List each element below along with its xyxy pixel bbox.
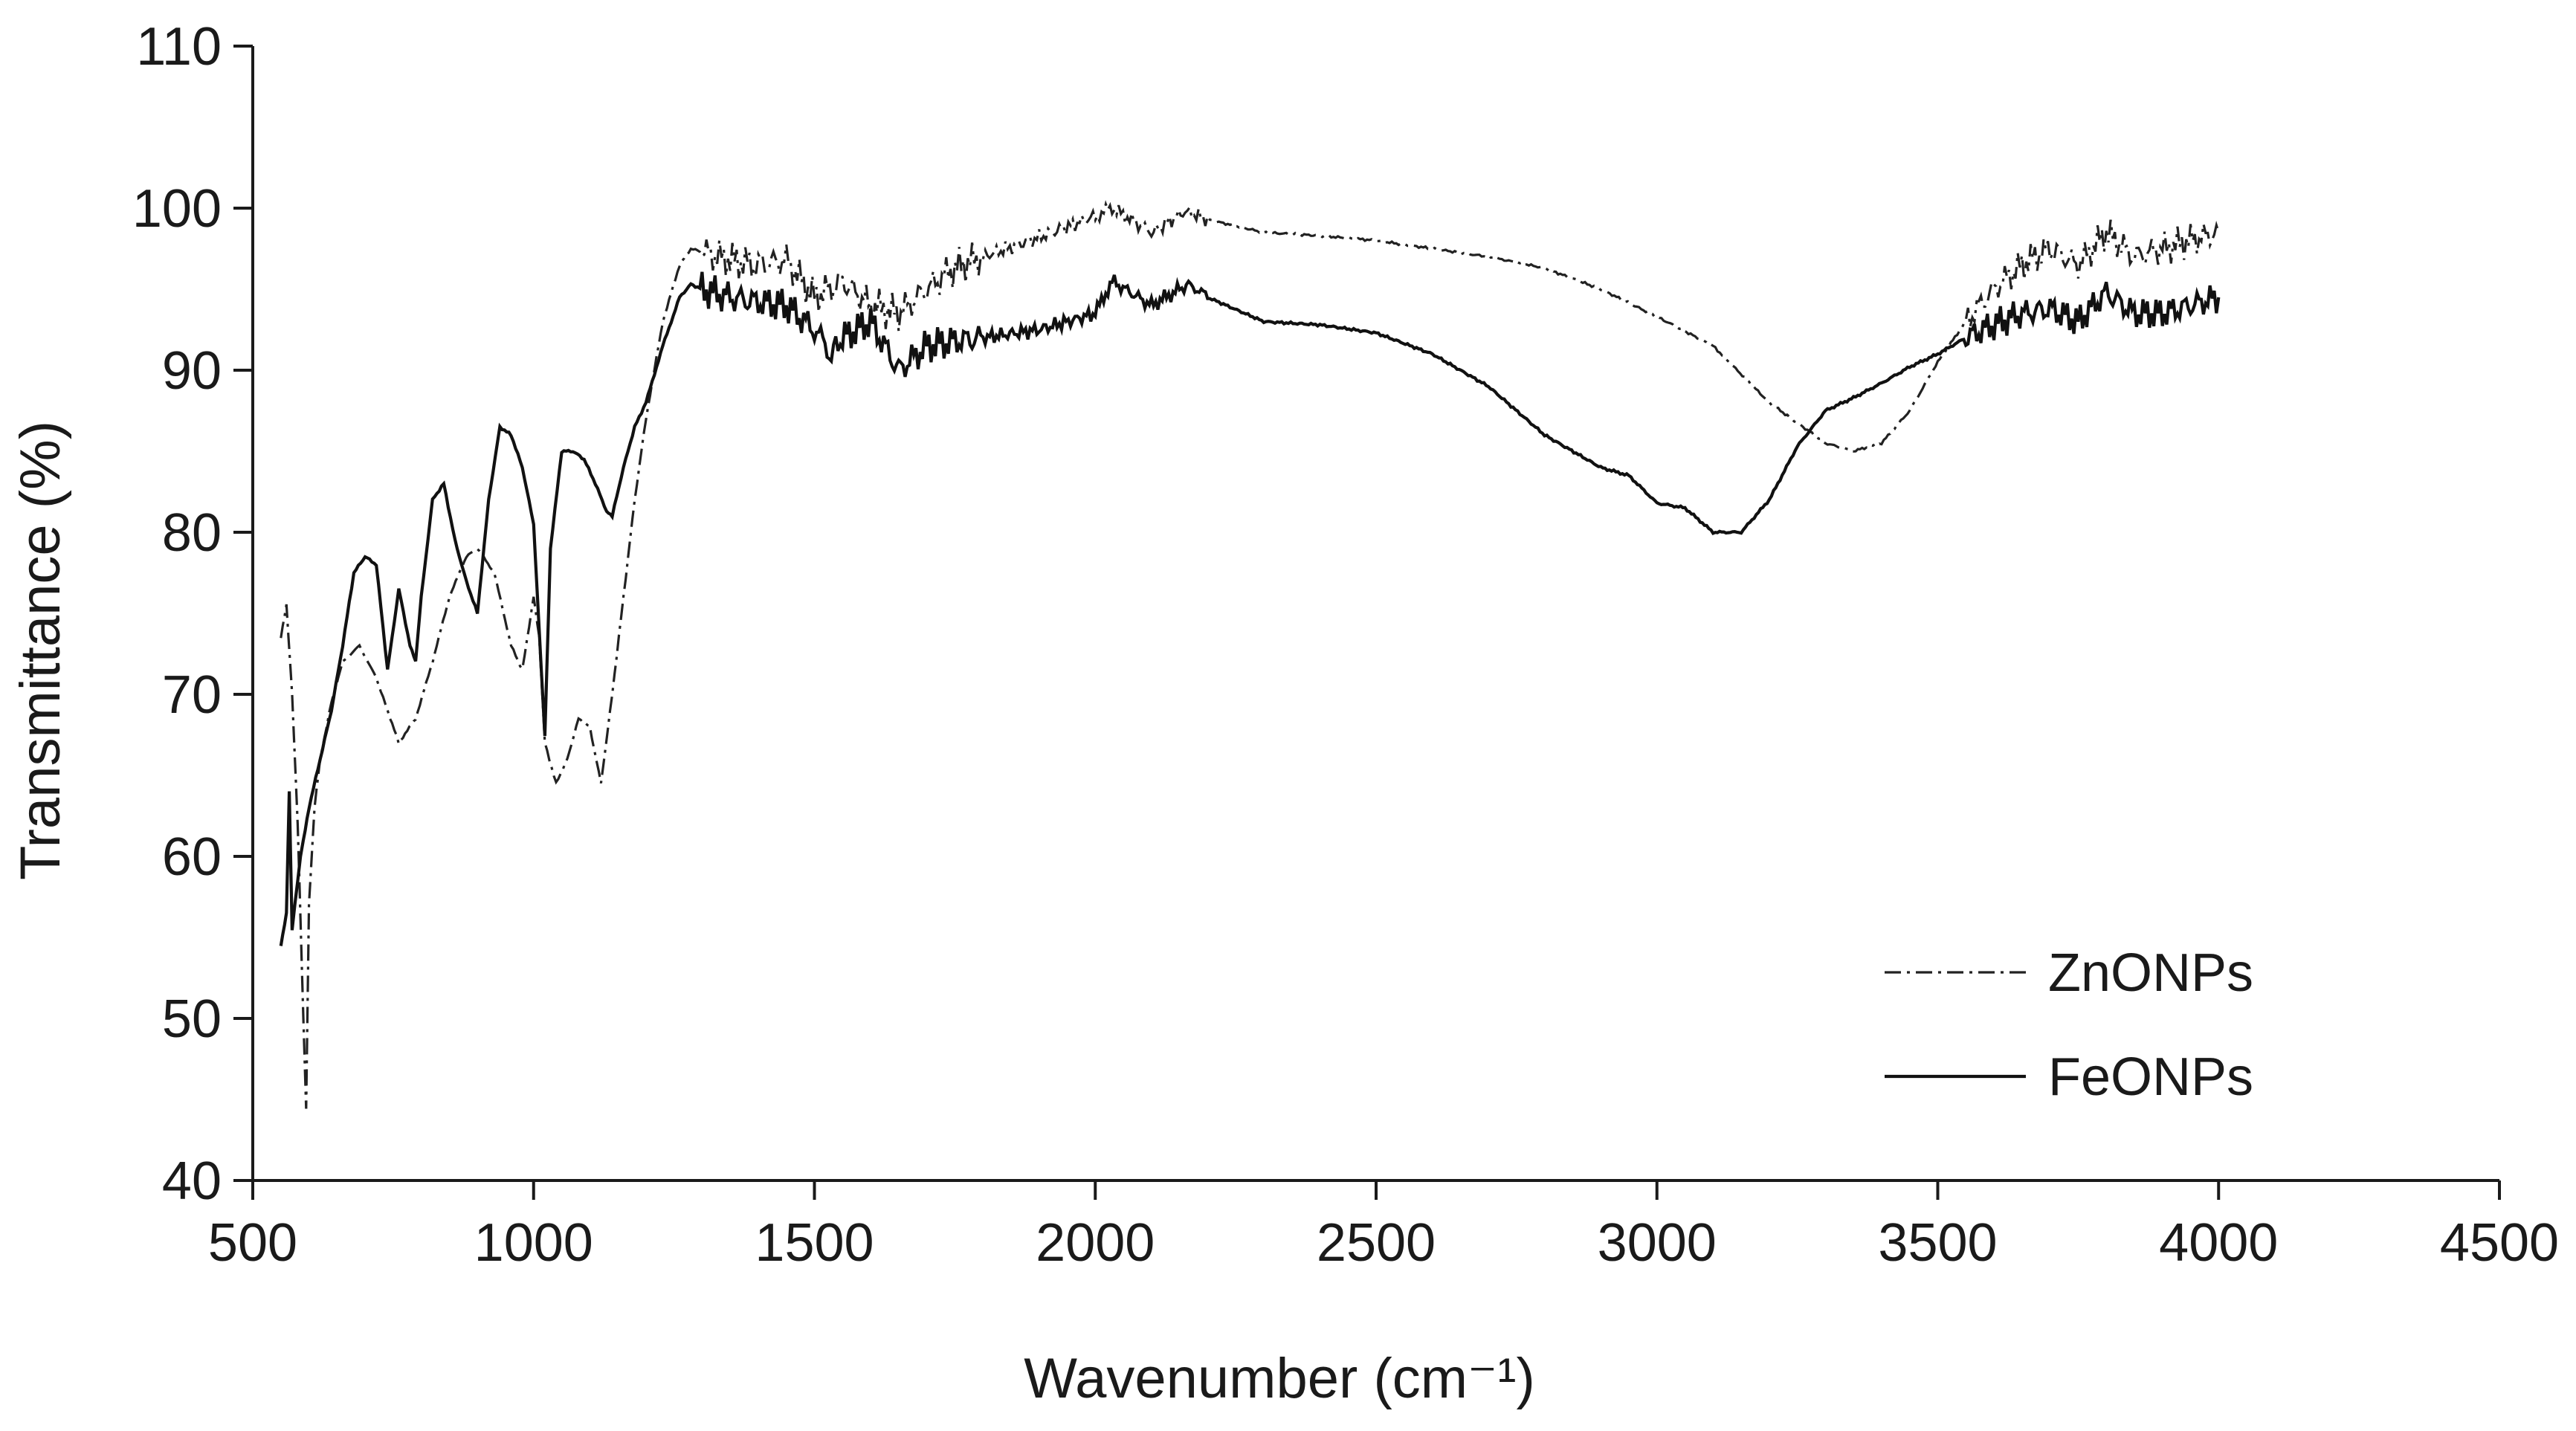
x-tick-label-4000: 4000: [2159, 1213, 2278, 1273]
y-tick-label-110: 110: [136, 17, 222, 77]
y-axis-title: Transmittance (%): [9, 421, 72, 880]
y-tick-label-90: 90: [162, 341, 222, 401]
legend-label-zn: ZnONPs: [2048, 943, 2253, 1003]
x-tick-label-1000: 1000: [474, 1213, 593, 1273]
series-line-znonps: [280, 200, 2220, 1109]
y-tick-label-40: 40: [162, 1151, 222, 1211]
y-tick-label-50: 50: [162, 989, 222, 1049]
series-line-feonps: [279, 271, 2221, 946]
x-tick-label-2000: 2000: [1036, 1213, 1155, 1273]
legend: ZnONPs FeONPs: [1885, 943, 2253, 1107]
y-tick-label-60: 60: [162, 827, 222, 887]
x-ticks: 500 1000 1500 2000 2500 3000 3500 4000 4500: [208, 1180, 2559, 1273]
legend-label-fe: FeONPs: [2048, 1047, 2253, 1107]
x-tick-label-1500: 1500: [755, 1213, 874, 1273]
y-tick-label-80: 80: [162, 503, 222, 563]
y-tick-label-70: 70: [162, 665, 222, 725]
x-tick-label-4500: 4500: [2440, 1213, 2559, 1273]
x-axis-title: Wavenumber (cm⁻¹): [1024, 1347, 1535, 1410]
x-tick-label-3500: 3500: [1878, 1213, 1997, 1273]
y-ticks: 40 50 60 70 80 90 100 110: [132, 17, 253, 1211]
series-layer: [279, 200, 2221, 1109]
x-tick-label-3000: 3000: [1598, 1213, 1717, 1273]
x-tick-label-500: 500: [208, 1213, 297, 1273]
x-tick-label-2500: 2500: [1317, 1213, 1436, 1273]
y-tick-label-100: 100: [132, 179, 222, 239]
axes: [251, 46, 2499, 1182]
